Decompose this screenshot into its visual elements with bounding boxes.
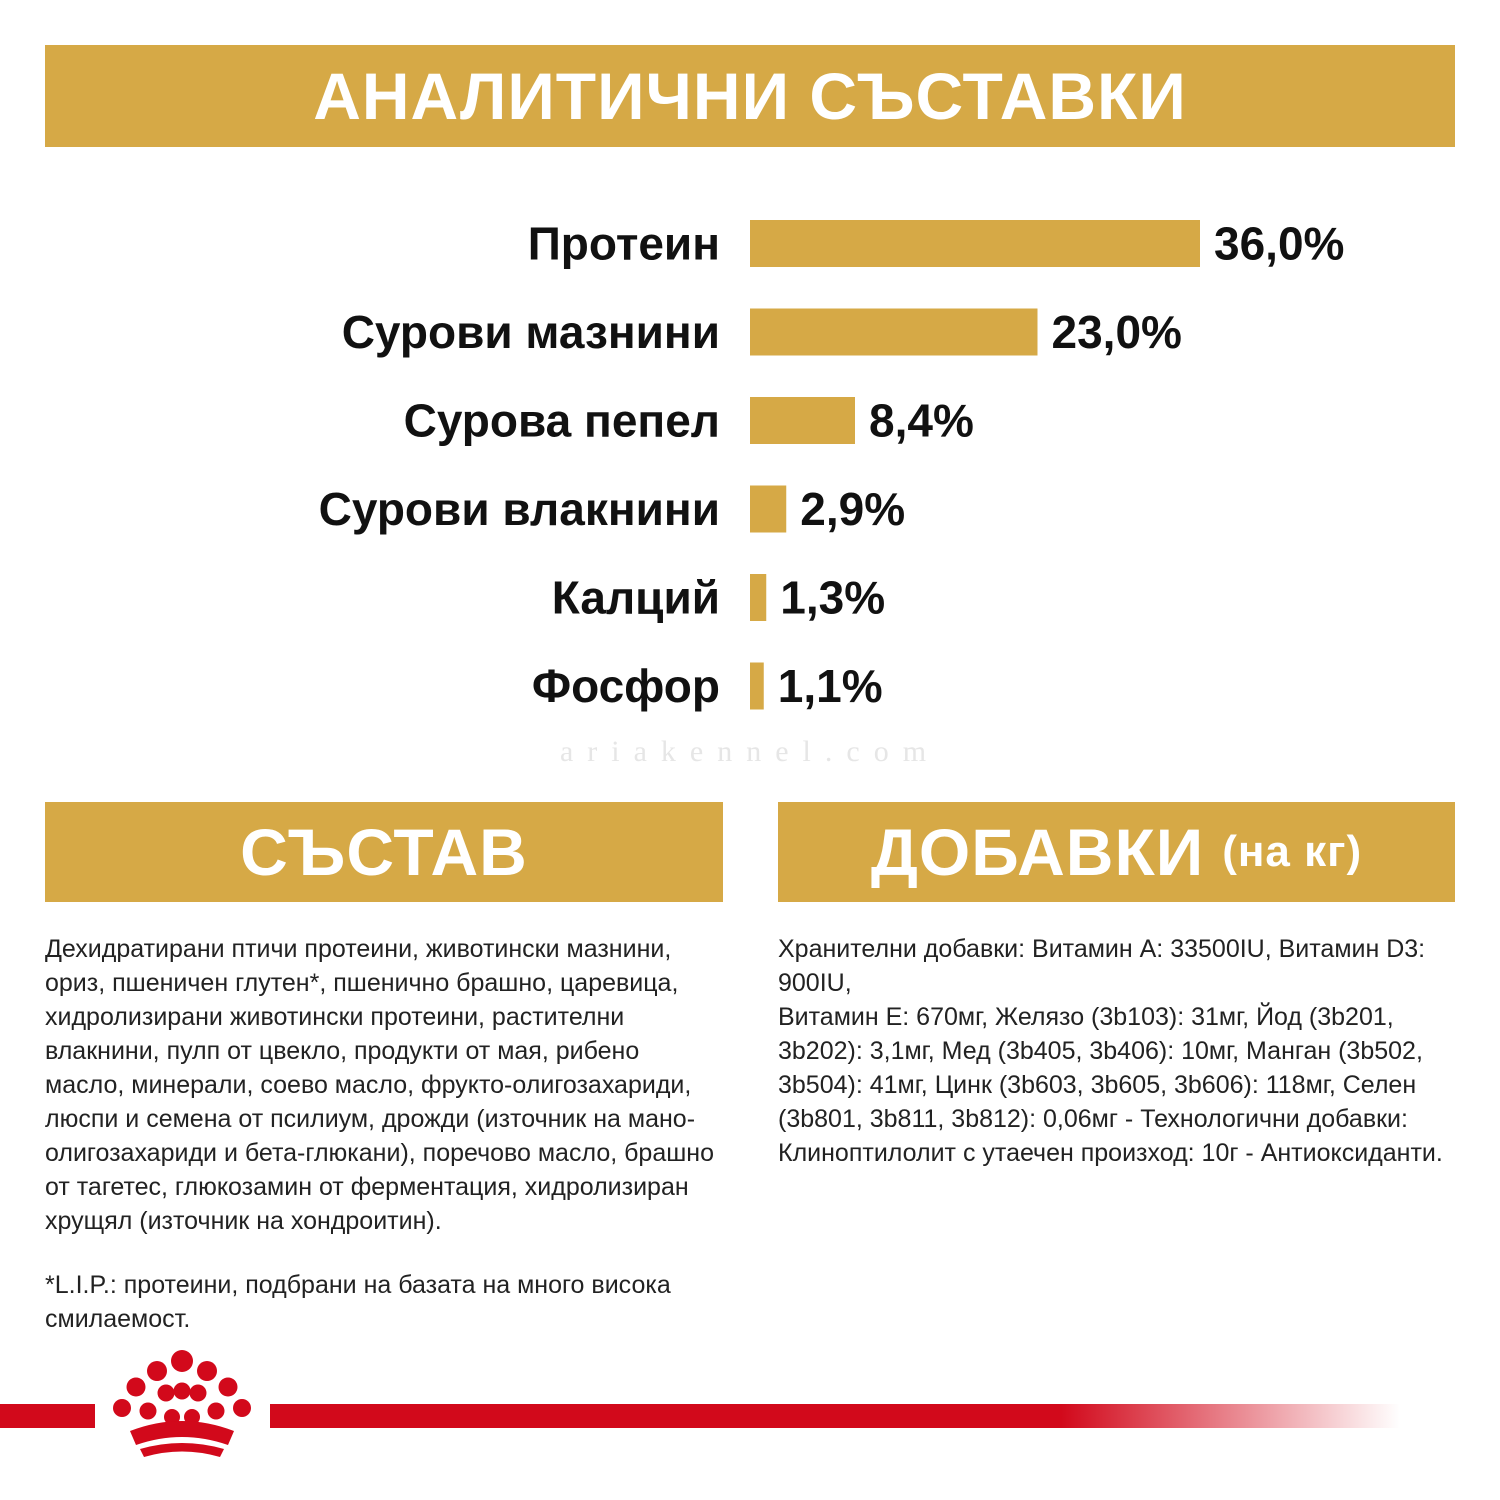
- bar: [750, 574, 767, 621]
- watermark: ariakennel.com: [559, 735, 941, 768]
- bar-value-label: 1,1%: [778, 660, 883, 712]
- additives-subtitle: (на кг): [1222, 827, 1363, 876]
- bar: [750, 485, 787, 533]
- bar-label: Протеин: [528, 218, 720, 270]
- bar: [750, 662, 764, 710]
- royal-canin-crown-icon: [113, 1350, 251, 1457]
- bar: [750, 308, 1038, 356]
- additives-banner: ДОБАВКИ (на кг): [778, 802, 1455, 902]
- additives-title: ДОБАВКИ: [870, 815, 1205, 889]
- composition-title: СЪСТАВ: [240, 815, 528, 889]
- composition-text: Дехидратирани птичи протеини, животински…: [45, 935, 715, 1235]
- bar-value-label: 23,0%: [1052, 306, 1182, 358]
- bar-label: Сурови мазнини: [342, 306, 720, 358]
- additives-text: Хранителни добавки: Витамин А: 33500IU, …: [778, 935, 1443, 1167]
- bar: [750, 397, 855, 444]
- bar-value-label: 1,3%: [780, 572, 885, 624]
- page-title-banner: АНАЛИТИЧНИ СЪСТАВКИ: [45, 45, 1455, 147]
- bar-value-label: 2,9%: [800, 483, 905, 535]
- bar-label: Калций: [552, 572, 720, 624]
- footer-red-line: [270, 1404, 1400, 1428]
- bar-label: Сурови влакнини: [319, 483, 720, 535]
- composition-banner: СЪСТАВ: [45, 802, 723, 902]
- page-title: АНАЛИТИЧНИ СЪСТАВКИ: [313, 59, 1187, 133]
- composition-footnote: *L.I.P.: протеини, подбрани на базата на…: [45, 1271, 671, 1333]
- bar: [750, 220, 1200, 267]
- bar-label: Фосфор: [532, 660, 720, 712]
- bar-value-label: 36,0%: [1214, 218, 1344, 270]
- bar-label: Сурова пепел: [404, 395, 720, 447]
- bar-value-label: 8,4%: [869, 395, 974, 447]
- footer-red-line-left: [0, 1404, 95, 1428]
- nutrient-bar-chart: Протеин 36,0% Сурови мазнини 23,0% Сурова пе…: [319, 218, 1345, 713]
